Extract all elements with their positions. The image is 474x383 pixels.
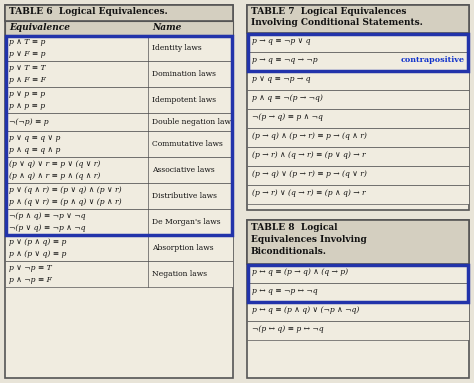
Text: TABLE 6  Logical Equivalences.: TABLE 6 Logical Equivalences. [9,7,168,16]
Text: p → q ≡ ¬p ∨ q: p → q ≡ ¬p ∨ q [252,37,310,45]
Text: Double negation law: Double negation law [152,118,231,126]
Bar [5,87,233,113]
Text: (p → q) ∧ (p → r) ≡ p → (q ∧ r): (p → q) ∧ (p → r) ≡ p → (q ∧ r) [252,132,367,140]
Bar [248,33,468,70]
Bar [6,36,232,234]
Bar [247,109,469,128]
Text: p ∨ (q ∧ r) ≡ (p ∨ q) ∧ (p ∨ r): p ∨ (q ∧ r) ≡ (p ∨ q) ∧ (p ∨ r) [9,186,122,194]
Text: p ∨ p ≡ p: p ∨ p ≡ p [9,90,45,98]
Text: Commutative laws: Commutative laws [152,140,223,148]
Text: TABLE 8  Logical: TABLE 8 Logical [251,223,337,232]
Bar [247,71,469,90]
Text: ¬(p ↔ q) ≡ p ↔ ¬q: ¬(p ↔ q) ≡ p ↔ ¬q [252,325,324,333]
Text: p ∧ q ≡ q ∧ p: p ∧ q ≡ q ∧ p [9,146,60,154]
Bar [5,35,233,61]
Bar [247,33,469,52]
Text: (p → q) ∨ (p → r) ≡ p → (q ∨ r): (p → q) ∨ (p → r) ≡ p → (q ∨ r) [252,170,367,178]
Text: p ∧ F ≡ F: p ∧ F ≡ F [9,76,46,84]
Text: p ∨ q ≡ ¬p → q: p ∨ q ≡ ¬p → q [252,75,310,83]
Bar [5,261,233,287]
Text: p ∨ q ≡ q ∨ p: p ∨ q ≡ q ∨ p [9,134,60,142]
Bar [247,220,469,378]
Text: p ↔ q ≡ ¬p ↔ ¬q: p ↔ q ≡ ¬p ↔ ¬q [252,287,318,295]
Text: Equivalence: Equivalence [9,23,70,32]
Text: Equivalences Involving: Equivalences Involving [251,235,367,244]
Bar [247,5,469,33]
Text: Name: Name [152,23,182,32]
Text: contrapositive: contrapositive [401,56,465,64]
Bar [247,166,469,185]
Text: TABLE 7  Logical Equivalences: TABLE 7 Logical Equivalences [251,7,406,16]
Bar [248,265,468,301]
Text: ¬(p ∧ q) ≡ ¬p ∨ ¬q: ¬(p ∧ q) ≡ ¬p ∨ ¬q [9,212,85,220]
Bar [247,5,469,210]
Text: ¬(¬p) ≡ p: ¬(¬p) ≡ p [9,118,49,126]
Bar [247,147,469,166]
Text: p → q ≡ ¬q → ¬p: p → q ≡ ¬q → ¬p [252,56,318,64]
Bar [5,157,233,183]
Text: p ∧ p ≡ p: p ∧ p ≡ p [9,102,45,110]
Text: p ∨ F ≡ p: p ∨ F ≡ p [9,50,46,58]
Text: Involving Conditional Statements.: Involving Conditional Statements. [251,18,423,27]
Bar [5,209,233,235]
Text: p ↔ q ≡ (p → q) ∧ (q → p): p ↔ q ≡ (p → q) ∧ (q → p) [252,268,348,276]
Bar [247,264,469,283]
Text: p ↔ q ≡ (p ∧ q) ∨ (¬p ∧ ¬q): p ↔ q ≡ (p ∧ q) ∨ (¬p ∧ ¬q) [252,306,359,314]
Bar [247,128,469,147]
Text: p ∨ ¬p ≡ T: p ∨ ¬p ≡ T [9,264,52,272]
Text: Identity laws: Identity laws [152,44,202,52]
Text: Negation laws: Negation laws [152,270,207,278]
Text: De Morgan's laws: De Morgan's laws [152,218,220,226]
Bar [5,21,233,35]
Bar [5,131,233,157]
Bar [247,220,469,264]
Text: p ∧ q ≡ ¬(p → ¬q): p ∧ q ≡ ¬(p → ¬q) [252,94,323,102]
Text: (p ∧ q) ∧ r ≡ p ∧ (q ∧ r): (p ∧ q) ∧ r ≡ p ∧ (q ∧ r) [9,172,100,180]
Text: p ∧ (p ∨ q) ≡ p: p ∧ (p ∨ q) ≡ p [9,250,66,258]
Bar [247,185,469,204]
Bar [5,5,233,378]
Text: p ∧ ¬p ≡ F: p ∧ ¬p ≡ F [9,276,52,284]
Bar [5,113,233,131]
Text: Absorption laws: Absorption laws [152,244,214,252]
Text: (p → r) ∧ (q → r) ≡ (p ∨ q) → r: (p → r) ∧ (q → r) ≡ (p ∨ q) → r [252,151,365,159]
Text: (p → r) ∨ (q → r) ≡ (p ∧ q) → r: (p → r) ∨ (q → r) ≡ (p ∧ q) → r [252,189,365,197]
Bar [247,321,469,340]
Text: ¬(p ∨ q) ≡ ¬p ∧ ¬q: ¬(p ∨ q) ≡ ¬p ∧ ¬q [9,224,85,232]
Text: Domination laws: Domination laws [152,70,216,78]
Bar [5,61,233,87]
Text: p ∨ (p ∧ q) ≡ p: p ∨ (p ∧ q) ≡ p [9,238,66,246]
Bar [247,302,469,321]
Text: p ∧ (q ∨ r) ≡ (p ∧ q) ∨ (p ∧ r): p ∧ (q ∨ r) ≡ (p ∧ q) ∨ (p ∧ r) [9,198,122,206]
Bar [5,183,233,209]
Text: p ∨ T ≡ T: p ∨ T ≡ T [9,64,46,72]
Text: ¬(p → q) ≡ p ∧ ¬q: ¬(p → q) ≡ p ∧ ¬q [252,113,323,121]
Text: Associative laws: Associative laws [152,166,215,174]
Bar [247,52,469,71]
Text: (p ∨ q) ∨ r ≡ p ∨ (q ∨ r): (p ∨ q) ∨ r ≡ p ∨ (q ∨ r) [9,160,100,168]
Bar [5,235,233,261]
Bar [247,283,469,302]
Bar [247,90,469,109]
Text: p ∧ T ≡ p: p ∧ T ≡ p [9,38,46,46]
Text: Distributive laws: Distributive laws [152,192,217,200]
Text: Biconditionals.: Biconditionals. [251,247,327,256]
Bar [5,5,233,21]
Text: Idempotent laws: Idempotent laws [152,96,216,104]
